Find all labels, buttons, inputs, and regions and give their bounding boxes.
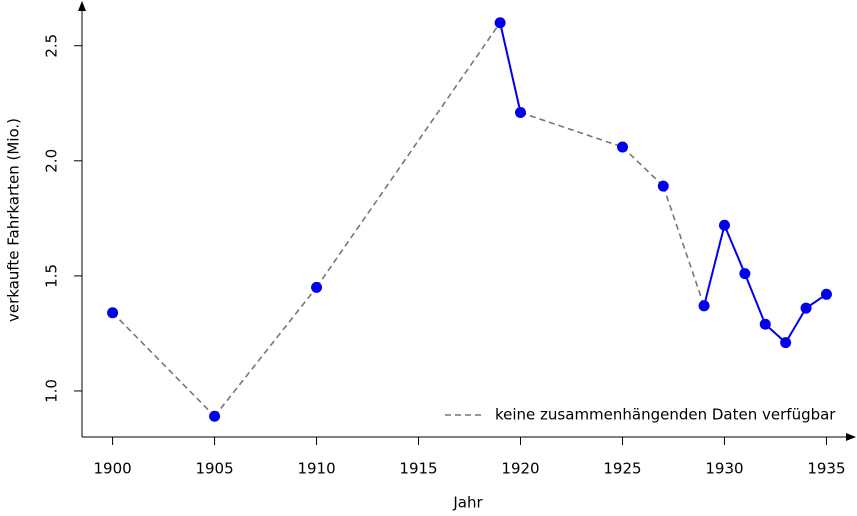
point bbox=[616, 141, 628, 153]
y-tick-label: 2.0 bbox=[43, 149, 61, 173]
point bbox=[698, 300, 710, 312]
line-segment bbox=[703, 225, 726, 307]
x-tick-label: 1915 bbox=[399, 460, 437, 478]
gap-segment bbox=[213, 286, 318, 417]
gap-segment bbox=[520, 111, 623, 148]
point bbox=[718, 219, 730, 231]
point bbox=[209, 410, 221, 422]
x-tick-label: 1900 bbox=[93, 460, 131, 478]
gap-segment bbox=[662, 185, 705, 307]
point bbox=[780, 337, 792, 349]
y-axis-label: verkaufte Fahrkarten (Mio.) bbox=[5, 118, 23, 322]
line-segment bbox=[499, 22, 522, 113]
line-segment bbox=[743, 273, 767, 325]
x-tick-label: 1920 bbox=[501, 460, 539, 478]
x-axis-label: Jahr bbox=[452, 494, 483, 512]
gap-segment bbox=[112, 312, 216, 417]
point bbox=[800, 302, 812, 314]
y-tick-label: 2.5 bbox=[43, 34, 61, 58]
x-tick-label: 1905 bbox=[195, 460, 233, 478]
x-tick-label: 1910 bbox=[297, 460, 335, 478]
point bbox=[311, 281, 323, 293]
legend-label: keine zusammenhängenden Daten verfügbar bbox=[495, 406, 836, 424]
x-tick-label: 1925 bbox=[603, 460, 641, 478]
point bbox=[657, 180, 669, 192]
y-tick-label: 1.5 bbox=[43, 264, 61, 288]
point bbox=[107, 307, 119, 319]
gap-segment bbox=[315, 22, 501, 288]
point bbox=[739, 268, 751, 280]
point bbox=[759, 318, 771, 330]
line-segment bbox=[784, 307, 807, 344]
gap-segment bbox=[621, 146, 664, 187]
x-tick-label: 1935 bbox=[807, 460, 845, 478]
x-tick-label: 1930 bbox=[705, 460, 743, 478]
line-segment bbox=[723, 224, 746, 274]
point bbox=[494, 17, 506, 29]
point bbox=[515, 106, 527, 118]
y-tick-label: 1.0 bbox=[43, 379, 61, 403]
point bbox=[820, 288, 832, 300]
